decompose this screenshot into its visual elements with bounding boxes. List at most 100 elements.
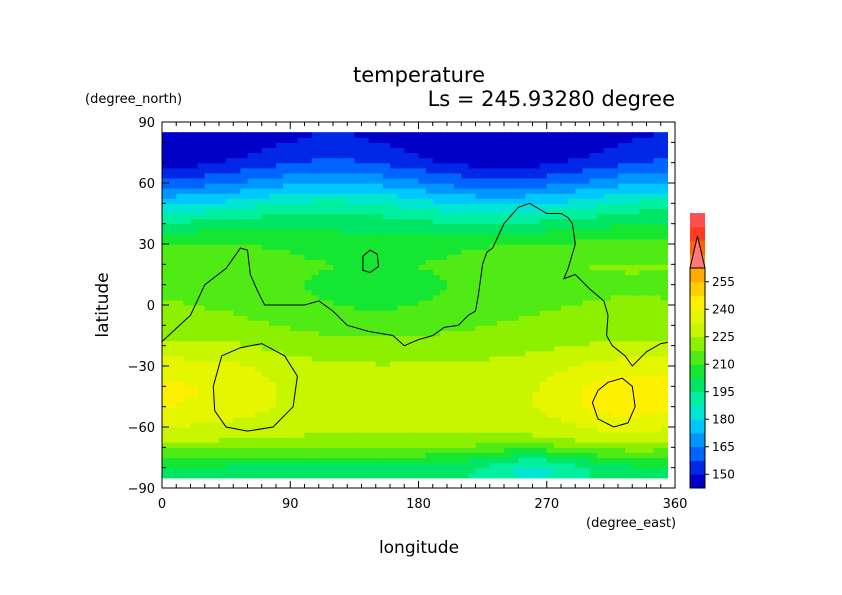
field-cell [454, 406, 462, 413]
field-cell [276, 315, 284, 321]
field-cell [518, 289, 526, 296]
field-cell [411, 284, 420, 291]
field-cell [432, 299, 441, 306]
field-cell [568, 244, 576, 250]
field-cell [454, 472, 462, 479]
field-cell [589, 427, 598, 433]
field-cell [454, 254, 462, 260]
field-cell [297, 188, 306, 194]
field-cell [333, 177, 341, 184]
field-cell [539, 381, 548, 387]
field-cell [461, 198, 469, 204]
field-cell [162, 249, 170, 255]
field-cell [539, 162, 548, 169]
field-cell [425, 142, 434, 149]
field-cell [297, 233, 306, 240]
field-cell [468, 366, 477, 372]
field-cell [261, 218, 270, 225]
field-cell [589, 254, 598, 260]
field-cell [461, 152, 469, 159]
field-cell [204, 437, 213, 443]
field-cell [418, 289, 427, 296]
field-cell [461, 462, 469, 469]
field-cell [511, 462, 519, 469]
field-cell [283, 294, 291, 301]
field-cell [489, 355, 498, 362]
field-cell [347, 142, 355, 149]
field-cell [390, 391, 398, 398]
field-cell [489, 289, 498, 296]
field-cell [518, 467, 526, 474]
field-cell [283, 284, 291, 291]
field-cell [667, 335, 668, 342]
field-cell [268, 345, 277, 352]
field-cell [667, 228, 668, 235]
field-cell [190, 233, 199, 240]
field-cell [268, 411, 277, 418]
field-cell [489, 432, 498, 438]
field-cell [632, 360, 640, 367]
field-cell [625, 218, 633, 225]
field-cell [283, 188, 291, 194]
field-cell [539, 264, 548, 271]
field-cell [475, 360, 484, 367]
field-cell [418, 411, 427, 418]
field-cell [518, 244, 526, 250]
field-cell [219, 437, 227, 443]
field-cell [653, 421, 662, 428]
field-cell [204, 345, 213, 352]
field-cell [304, 315, 313, 321]
field-cell [397, 442, 405, 448]
field-cell [254, 198, 263, 204]
field-cell [625, 259, 633, 265]
field-cell [454, 381, 462, 387]
field-cell [667, 396, 668, 403]
field-cell [211, 462, 220, 469]
field-cell [432, 213, 441, 220]
field-cell [404, 198, 412, 204]
field-cell [432, 279, 441, 286]
field-cell [404, 437, 412, 443]
field-cell [603, 432, 612, 438]
field-cell [461, 371, 469, 377]
field-cell [169, 330, 177, 337]
field-cell [190, 472, 199, 479]
field-cell [596, 452, 605, 459]
field-cell [197, 447, 206, 454]
field-cell [632, 223, 640, 230]
field-cell [183, 345, 192, 352]
field-cell [333, 310, 341, 316]
field-cell [190, 442, 199, 448]
field-cell [610, 472, 619, 479]
field-cell [532, 467, 541, 474]
field-cell [454, 203, 462, 210]
field-cell [361, 259, 370, 265]
field-cell [575, 355, 583, 362]
field-cell [511, 411, 519, 418]
field-cell [368, 274, 377, 281]
field-cell [596, 432, 605, 438]
field-cell [496, 254, 505, 260]
field-cell [632, 208, 640, 215]
field-cell [568, 360, 576, 367]
field-cell [276, 305, 284, 311]
field-cell [632, 366, 640, 372]
field-cell [397, 315, 405, 321]
field-cell [204, 249, 213, 255]
field-cell [404, 233, 412, 240]
field-cell [290, 401, 298, 408]
field-cell [240, 269, 249, 276]
field-cell [211, 355, 220, 362]
field-cell [390, 183, 398, 189]
field-cell [183, 330, 192, 337]
field-cell [482, 391, 491, 398]
field-cell [610, 157, 619, 164]
field-cell [625, 360, 633, 367]
field-cell [639, 350, 648, 357]
field-cell [204, 259, 213, 265]
field-cell [475, 193, 484, 199]
field-cell [183, 416, 192, 423]
field-cell [439, 437, 448, 443]
field-cell [276, 132, 284, 138]
field-cell [546, 147, 555, 154]
